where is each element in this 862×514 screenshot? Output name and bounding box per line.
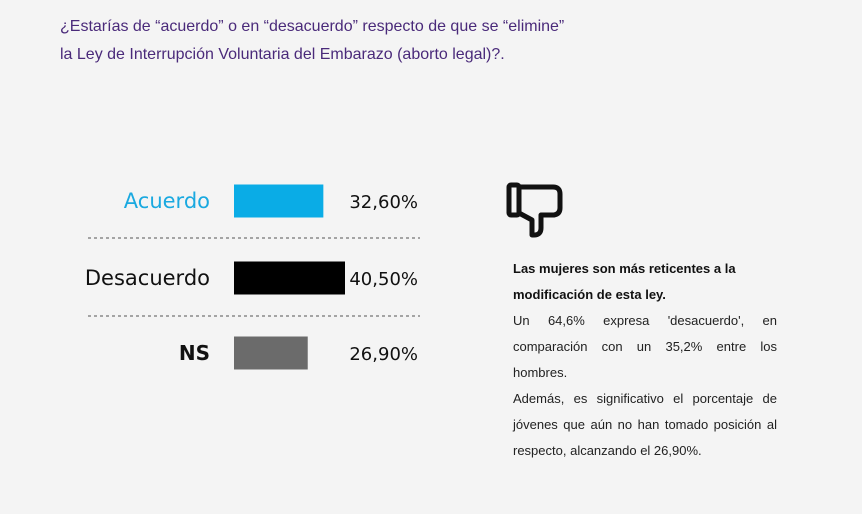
- note-bold-line-2: modificación de esta ley.: [513, 287, 666, 302]
- thumbs-down-icon: [506, 182, 563, 238]
- note-paragraph-2: Además, es significativo el porcentaje d…: [513, 391, 777, 458]
- note-paragraph-1: Un 64,6% expresa 'desacuerdo', en compar…: [513, 313, 777, 380]
- bar: [234, 336, 308, 370]
- note-block: Las mujeres son más reticentes a la modi…: [513, 256, 777, 464]
- question-line-2: la Ley de Interrupción Voluntaria del Em…: [60, 46, 505, 63]
- value-label: 26,90%: [349, 344, 418, 365]
- bar: [234, 261, 345, 295]
- category-label: Desacuerdo: [85, 266, 210, 290]
- category-label: Acuerdo: [124, 189, 210, 213]
- value-label: 32,60%: [349, 192, 418, 213]
- question-line-1: ¿Estarías de “acuerdo” o en “desacuerdo”…: [60, 18, 565, 35]
- question-title: ¿Estarías de “acuerdo” o en “desacuerdo”…: [60, 13, 680, 69]
- bar: [234, 184, 324, 218]
- value-label: 40,50%: [349, 269, 418, 290]
- note-bold-line-1: Las mujeres son más reticentes a la: [513, 261, 736, 276]
- category-label: NS: [179, 341, 210, 365]
